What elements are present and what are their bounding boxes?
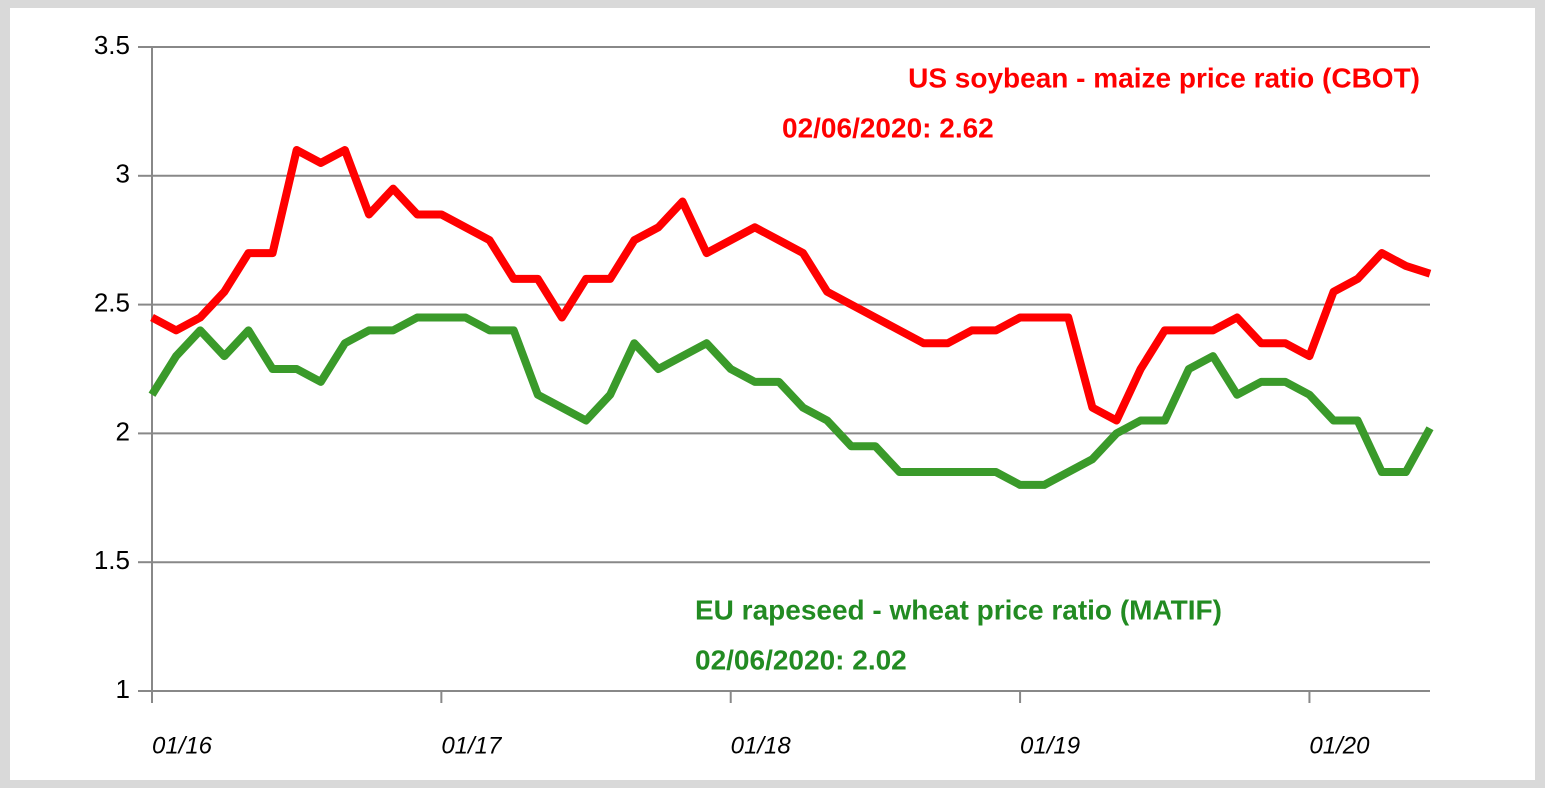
y-tick-label: 3: [116, 159, 130, 189]
series-line: [150, 146, 1432, 425]
x-tick-label: 01/18: [731, 732, 792, 759]
x-tick-label: 01/19: [1020, 732, 1080, 759]
annotation: EU rapeseed - wheat price ratio (MATIF): [695, 594, 1222, 625]
x-tick-label: 01/16: [152, 732, 213, 759]
series-line: [148, 313, 1434, 489]
x-tick-label: 01/20: [1309, 732, 1370, 759]
y-tick-label: 1.5: [94, 545, 130, 575]
x-tick-label: 01/17: [441, 732, 503, 759]
y-tick-label: 3.5: [94, 30, 130, 60]
annotation: US soybean - maize price ratio (CBOT): [908, 62, 1420, 93]
annotation: 02/06/2020: 2.62: [782, 112, 994, 143]
annotation: 02/06/2020: 2.02: [695, 644, 907, 675]
y-tick-label: 1: [116, 674, 130, 704]
chart-background: [10, 8, 1535, 780]
y-tick-label: 2.5: [94, 287, 130, 317]
y-tick-label: 2: [116, 416, 130, 446]
